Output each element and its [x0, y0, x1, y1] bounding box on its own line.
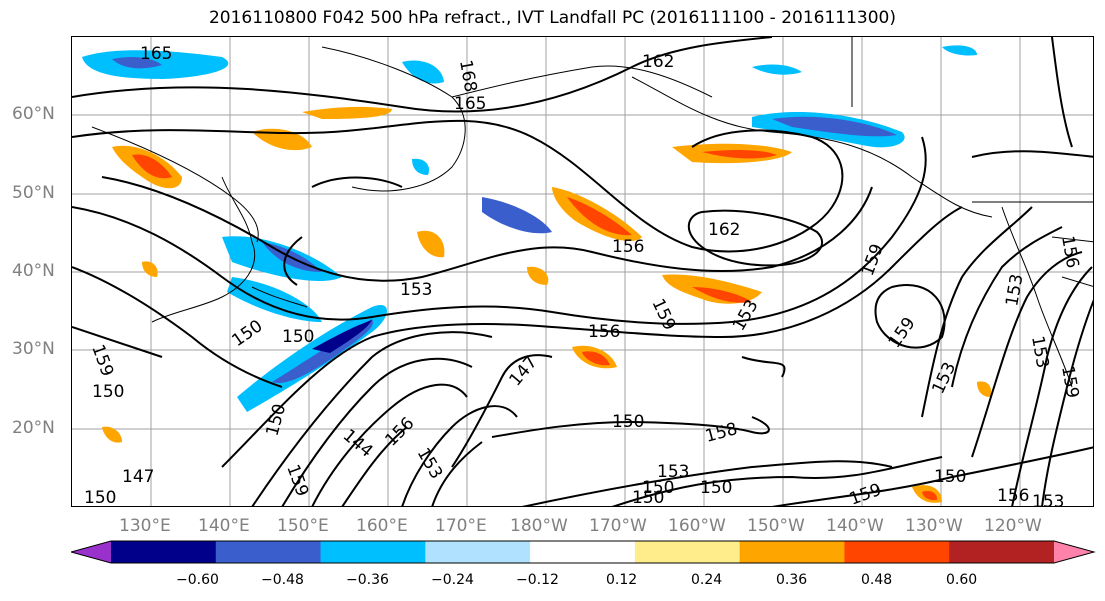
- colorbar-tick-label: −0.12: [516, 572, 559, 588]
- contour-label: 165: [140, 44, 172, 64]
- lon-label: 180°W: [510, 516, 568, 536]
- colorbar-segment: [320, 541, 426, 563]
- colorbar-segment: [739, 541, 845, 563]
- lat-label: 60°N: [12, 104, 55, 124]
- colorbar-tick-label: −0.24: [431, 572, 474, 588]
- contour-label: 150: [228, 316, 266, 351]
- lon-label: 140°E: [198, 516, 250, 536]
- contour-label: 150: [84, 488, 116, 507]
- contour-label: 159: [885, 314, 920, 352]
- contour-label: 162: [708, 220, 740, 240]
- contour-label: 156: [612, 237, 644, 257]
- colorbar-tick-label: 0.24: [691, 572, 723, 588]
- lon-label: 170°E: [435, 516, 487, 536]
- contour-label: 156: [1057, 234, 1082, 269]
- graticule: [72, 37, 1093, 506]
- lon-label: 150°E: [277, 516, 329, 536]
- colorbar-tick-label: 0.36: [776, 572, 808, 588]
- colorbar-tick-label: 0.48: [861, 572, 893, 588]
- contour-label-group: 165 168 165 162 156 162 159 153 150 156 …: [84, 44, 1082, 507]
- colorbar-tick-label: −0.60: [176, 572, 219, 588]
- colorbar: [71, 540, 1096, 564]
- contour-label: 153: [400, 280, 432, 300]
- lon-label: 170°W: [589, 516, 647, 536]
- lat-label: 50°N: [12, 183, 55, 203]
- contour-label: 150: [263, 402, 291, 439]
- colorbar-tick-label: −0.36: [346, 572, 389, 588]
- colorbar-outline: [71, 540, 1096, 564]
- contour-label: 159: [647, 296, 679, 334]
- contour-label: 150: [282, 327, 314, 347]
- contour-label: 150: [642, 478, 674, 498]
- lon-label: 130°E: [119, 516, 171, 536]
- lat-label: 40°N: [12, 261, 55, 281]
- contour-label: 150: [612, 412, 644, 432]
- contour-label: 147: [122, 467, 154, 487]
- colorbar-extend-high: [1054, 541, 1094, 563]
- lon-label: 130°W: [905, 516, 963, 536]
- colorbar-segment: [844, 541, 950, 563]
- contour-label: 162: [642, 52, 674, 72]
- colorbar-segment: [530, 541, 636, 563]
- colorbar-segment: [634, 541, 741, 563]
- contour-label: 168: [455, 58, 480, 93]
- contour-label: 159: [1057, 364, 1082, 399]
- contour-label: 150: [92, 382, 124, 402]
- contour-label: 165: [454, 94, 486, 114]
- contour-label: 153: [413, 445, 447, 483]
- coastlines: [91, 37, 1093, 388]
- contour-label: 156: [588, 322, 620, 342]
- contour-label: 159: [87, 342, 117, 379]
- contour-label: 159: [847, 480, 884, 507]
- colorbar-segment: [949, 541, 1055, 563]
- lat-label: 20°N: [12, 418, 55, 438]
- map-svg: 165 168 165 162 156 162 159 153 150 156 …: [72, 37, 1093, 507]
- contour-label: 153: [1032, 492, 1064, 507]
- colorbar-tick-label: −0.48: [261, 572, 304, 588]
- lon-label: 150°W: [747, 516, 805, 536]
- contour-label: 150: [632, 488, 664, 507]
- contour-label: 150: [700, 478, 732, 498]
- contour-label: 158: [703, 419, 740, 447]
- map-title: 2016110800 F042 500 hPa refract., IVT La…: [208, 8, 896, 28]
- lon-label: 140°W: [826, 516, 884, 536]
- contour-label: 156: [997, 486, 1029, 506]
- colorbar-extend-low: [71, 541, 111, 563]
- contour-label: 153: [657, 462, 689, 482]
- lat-label: 30°N: [12, 339, 55, 359]
- colorbar-tick-label: 0.12: [606, 572, 638, 588]
- map-panel: 165 168 165 162 156 162 159 153 150 156 …: [71, 36, 1094, 507]
- contour-label: 150: [934, 467, 966, 487]
- lon-label: 160°W: [668, 516, 726, 536]
- colorbar-segment: [215, 541, 322, 563]
- colorbar-tick-label: 0.60: [946, 572, 978, 588]
- colorbar-segment: [425, 541, 531, 563]
- lon-label: 120°W: [984, 516, 1042, 536]
- lon-label: 160°E: [356, 516, 408, 536]
- colorbar-segment: [111, 541, 217, 563]
- contour-label: 153: [1027, 334, 1052, 369]
- contour-label: 147: [506, 352, 542, 390]
